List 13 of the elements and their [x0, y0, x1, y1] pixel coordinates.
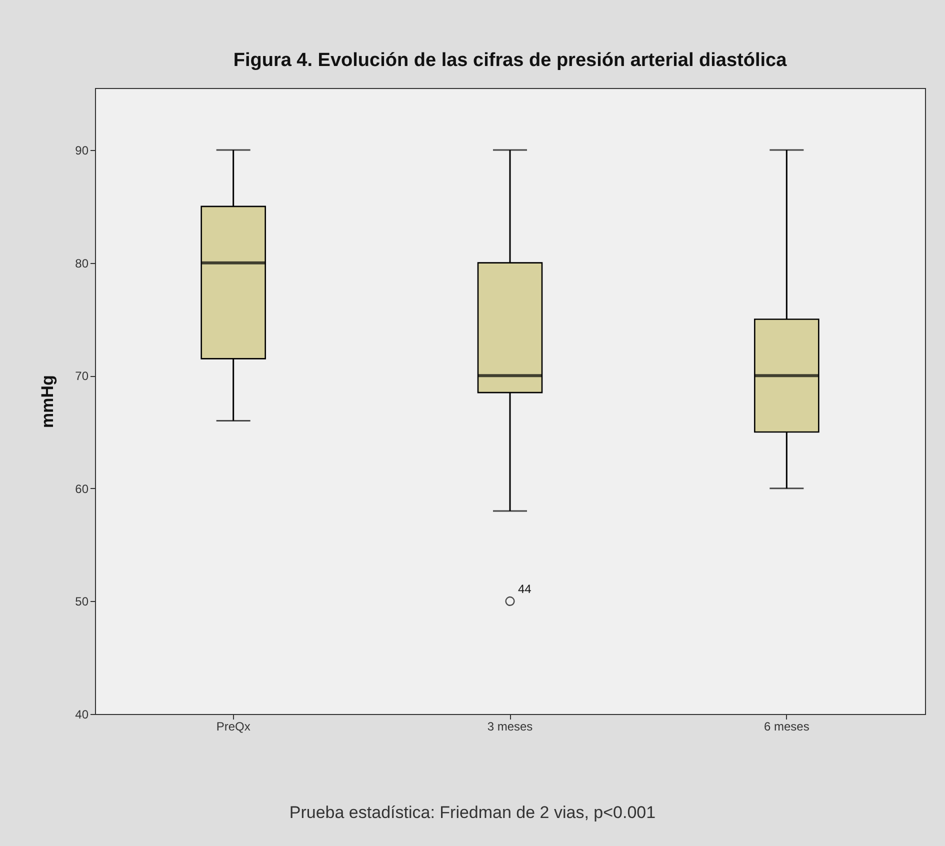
chart-title: Figura 4. Evolución de las cifras de presión arterial diastólica — [233, 50, 788, 71]
y-tick-label: 50 — [75, 594, 89, 609]
y-tick-label: 90 — [75, 144, 89, 158]
x-tick-label: PreQx — [216, 720, 250, 734]
y-tick-label: 80 — [75, 256, 89, 270]
x-tick-label: 3 meses — [487, 720, 533, 734]
y-axis-title: mmHg — [38, 375, 58, 428]
y-tick-label: 60 — [75, 482, 89, 496]
annotation: 44 — [518, 582, 532, 596]
text: Prueba estadística: Friedman de 2 vias, p<0.001 — [288, 803, 657, 823]
y-tick-label: 70 — [75, 369, 89, 384]
x-tick-label: 6 meses — [764, 720, 810, 734]
y-tick-label: 40 — [75, 708, 89, 722]
